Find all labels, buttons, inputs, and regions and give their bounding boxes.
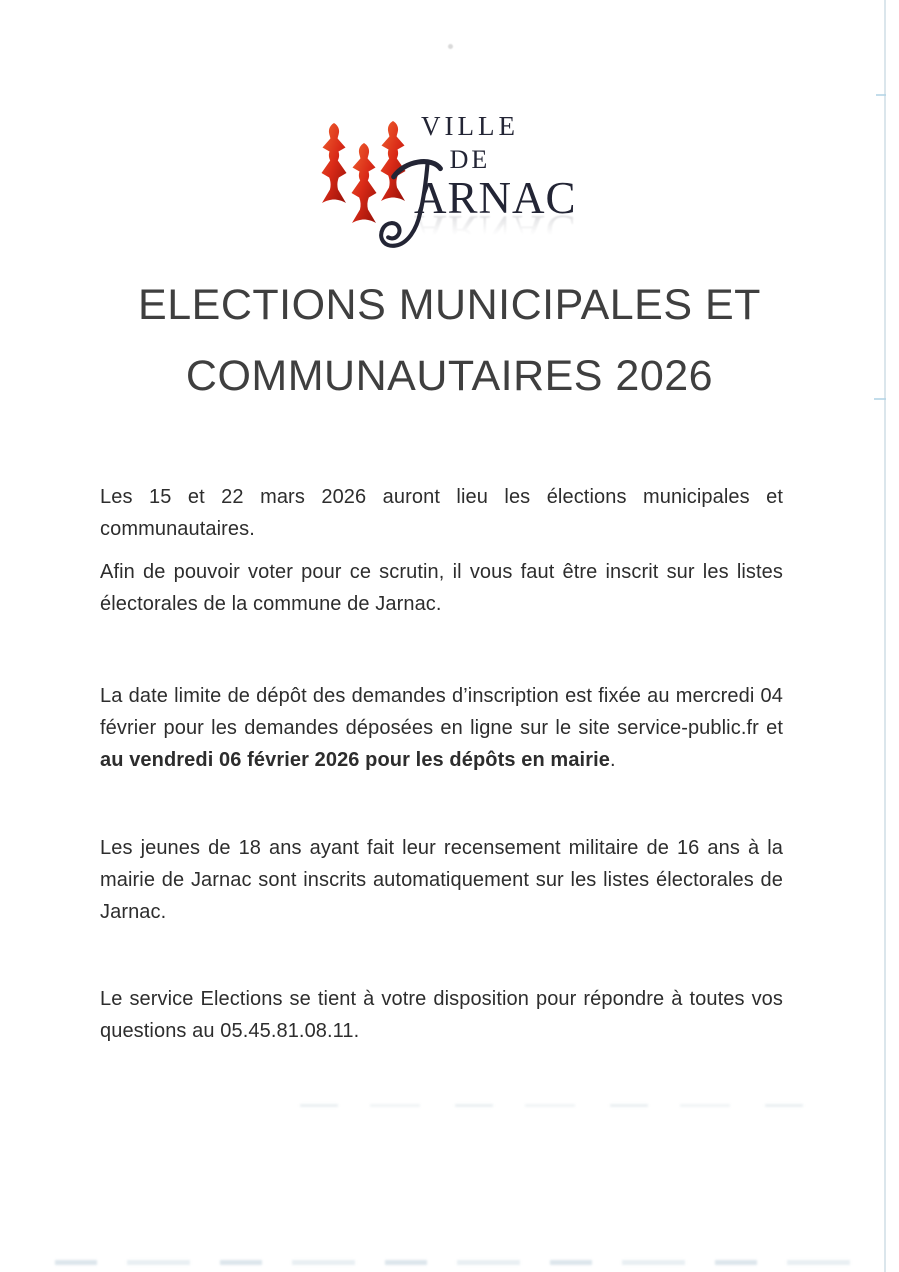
jarnac-fish-icon — [351, 143, 377, 223]
paragraph-election-dates: Les 15 et 22 mars 2026 auront lieu les é… — [100, 481, 783, 545]
logo-de-text: DE — [449, 145, 491, 174]
paragraph-text: La date limite de dépôt des demandes d’i… — [100, 685, 783, 739]
scan-smudge-artifact — [300, 1104, 810, 1107]
logo-jarnac-initial-icon — [379, 159, 443, 248]
paragraph-deadline: La date limite de dépôt des demandes d’i… — [100, 680, 783, 776]
paragraph-text: Les jeunes de 18 ans ayant fait leur rec… — [100, 837, 783, 923]
logo-jarnac-text: ARNAC — [414, 173, 577, 223]
paragraph-text: . — [609, 749, 616, 771]
scan-smudge-artifact — [55, 1260, 855, 1265]
title-line-2: COMMUNAUTAIRES 2026 — [185, 352, 714, 400]
scan-tick-artifact — [876, 94, 886, 96]
paragraph-young-voters: Les jeunes de 18 ans ayant fait leur rec… — [100, 832, 783, 928]
jarnac-logo: VILLE DE ARNAC ARNAC — [0, 0, 899, 260]
document-title: ELECTIONS MUNICIPALES ET COMMUNAUTAIRES … — [0, 270, 899, 412]
paragraph-text: Afin de pouvoir voter pour ce scrutin, i… — [100, 561, 783, 615]
paragraph-bold-text: au vendredi 06 février 2026 pour les dép… — [100, 749, 610, 771]
jarnac-fish-icon — [321, 123, 347, 203]
scan-line-artifact — [884, 0, 886, 1272]
scan-dot-artifact — [448, 44, 453, 49]
paragraph-text: Le service Elections se tient à votre di… — [100, 988, 783, 1042]
paragraph-registration: Afin de pouvoir voter pour ce scrutin, i… — [100, 556, 783, 620]
paragraph-contact: Le service Elections se tient à votre di… — [100, 983, 783, 1047]
logo-jarnac-reflection: ARNAC — [414, 206, 577, 256]
title-line-1: ELECTIONS MUNICIPALES ET — [138, 281, 761, 329]
paragraph-text: Les 15 et 22 mars 2026 auront lieu les é… — [100, 486, 783, 540]
document-body: Les 15 et 22 mars 2026 auront lieu les é… — [100, 481, 783, 1047]
logo-ville-text: VILLE — [421, 111, 519, 141]
scan-tick-artifact — [874, 398, 886, 400]
